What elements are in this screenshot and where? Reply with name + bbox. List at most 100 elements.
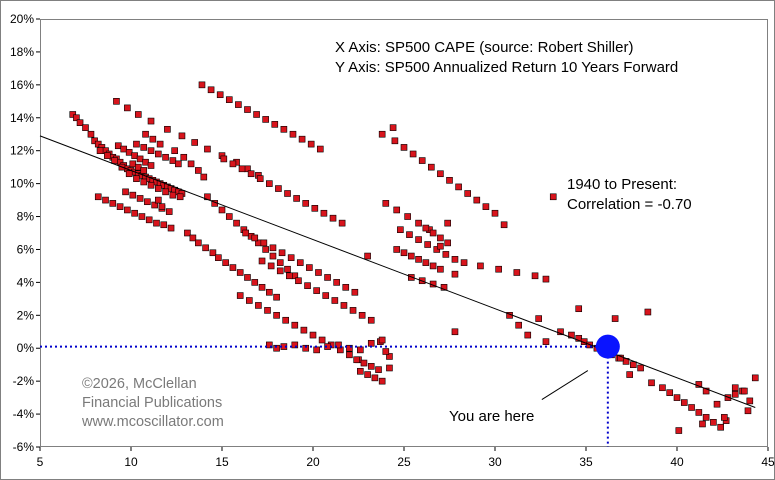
data-point [313, 346, 320, 354]
data-point [491, 209, 499, 217]
data-point [386, 353, 393, 360]
data-point [427, 163, 435, 171]
data-point [273, 293, 280, 301]
y-tick-label: 10% [10, 177, 34, 191]
y-tick-label: -2% [13, 374, 35, 388]
data-point [741, 387, 748, 395]
data-point [238, 165, 246, 173]
data-point [136, 195, 144, 202]
data-point [429, 229, 437, 237]
data-point [131, 209, 138, 217]
data-point [464, 190, 472, 197]
data-point [702, 387, 710, 395]
data-point [138, 213, 146, 220]
data-point [262, 246, 269, 253]
data-point [302, 344, 310, 352]
data-point [129, 160, 137, 168]
data-point [266, 288, 273, 296]
data-point [316, 145, 324, 153]
y-tick-label: 2% [17, 308, 35, 322]
data-point [315, 269, 322, 276]
data-point [73, 114, 80, 122]
data-point [535, 315, 542, 322]
data-point [409, 150, 417, 158]
data-point [233, 219, 240, 227]
data-point [111, 157, 118, 164]
data-point [207, 86, 215, 94]
data-point [360, 359, 368, 367]
data-point [673, 394, 681, 401]
data-point [291, 341, 299, 349]
data-point [284, 265, 291, 273]
current-position-marker [595, 334, 620, 359]
data-point [76, 119, 84, 127]
data-point [165, 208, 173, 215]
data-point [187, 160, 195, 168]
data-point [460, 259, 468, 266]
data-point [133, 175, 140, 182]
data-point [215, 254, 222, 261]
data-point [367, 339, 375, 347]
data-point [311, 205, 319, 212]
x-axis-note: X Axis: SP500 CAPE (source: Robert Shill… [335, 39, 633, 56]
data-point [142, 130, 149, 138]
x-tick-label: 40 [670, 455, 684, 469]
data-point [242, 229, 249, 237]
data-point [169, 157, 177, 164]
data-point [269, 252, 277, 260]
data-point [178, 132, 186, 140]
data-point [102, 196, 109, 204]
data-point [129, 191, 137, 199]
data-point [415, 236, 422, 243]
data-point [162, 153, 169, 161]
data-point [611, 315, 619, 322]
data-point [386, 364, 393, 372]
watermark-line-2: Financial Publications [82, 395, 222, 411]
data-point [335, 341, 342, 349]
data-point [278, 249, 286, 257]
x-tick-label: 20 [306, 455, 320, 469]
data-point [389, 124, 397, 131]
watermark-line-1: ©2026, McClellan [82, 376, 197, 392]
data-point [267, 262, 275, 270]
data-point [273, 344, 280, 352]
data-point [209, 249, 217, 257]
data-point [298, 135, 306, 143]
data-point [731, 384, 739, 392]
data-point [216, 91, 224, 99]
data-point [144, 198, 151, 206]
data-point [273, 312, 280, 319]
data-point [422, 259, 430, 266]
data-point [444, 239, 451, 247]
data-point [340, 302, 348, 309]
data-point [437, 242, 444, 250]
data-point [171, 147, 178, 154]
data-point [364, 371, 371, 378]
data-point [342, 284, 350, 291]
y-tick-label: 16% [10, 78, 34, 92]
data-point [307, 140, 315, 148]
data-point [175, 160, 182, 168]
data-point [717, 423, 724, 431]
you-are-here-label: You are here [449, 408, 534, 425]
plot-area [40, 19, 768, 447]
data-point [269, 244, 277, 252]
data-point [189, 234, 197, 242]
data-point [220, 155, 228, 163]
data-point [524, 331, 532, 339]
data-point [125, 149, 133, 156]
data-point [324, 274, 331, 281]
data-point [167, 224, 175, 232]
data-point [446, 177, 453, 184]
data-point [94, 193, 102, 201]
data-point [637, 364, 644, 372]
data-point [180, 153, 188, 161]
data-point [320, 209, 328, 217]
data-point [247, 170, 255, 178]
data-point [451, 328, 459, 336]
data-point [276, 259, 284, 266]
data-point [204, 145, 211, 153]
data-point [258, 284, 266, 291]
data-point [275, 185, 282, 192]
